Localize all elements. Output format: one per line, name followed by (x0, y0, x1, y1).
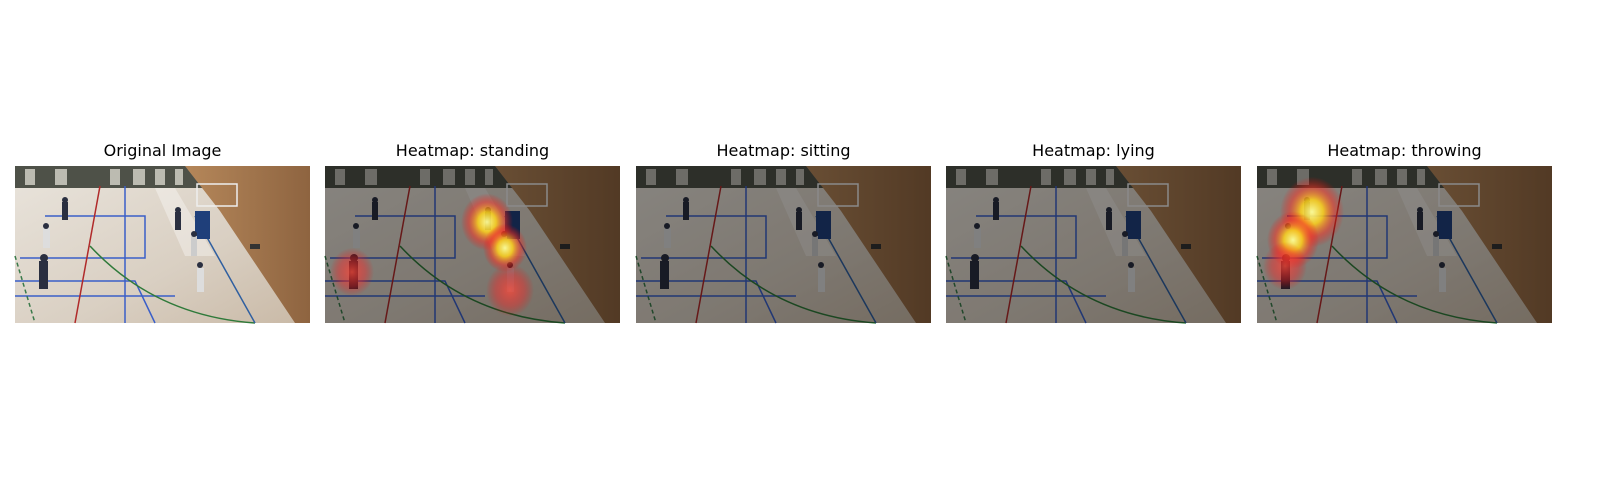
heat-spot (330, 247, 374, 297)
panel-title: Heatmap: throwing (1327, 141, 1481, 160)
heat-spot (483, 223, 527, 273)
heat-spot (486, 263, 534, 317)
panel (324, 165, 621, 324)
panel (1256, 165, 1553, 324)
panel-title: Heatmap: lying (1032, 141, 1155, 160)
overlay (636, 166, 931, 323)
panel (945, 165, 1242, 324)
panel-title: Original Image (104, 141, 222, 160)
panel-title: Heatmap: standing (396, 141, 549, 160)
panel (635, 165, 932, 324)
panel (14, 165, 311, 324)
image (14, 165, 311, 324)
overlay (946, 166, 1241, 323)
heat-spot (1263, 241, 1307, 291)
panels: Original Image Heatmap: standing Heatmap: … (14, 141, 1553, 324)
panel-title: Heatmap: sitting (716, 141, 850, 160)
